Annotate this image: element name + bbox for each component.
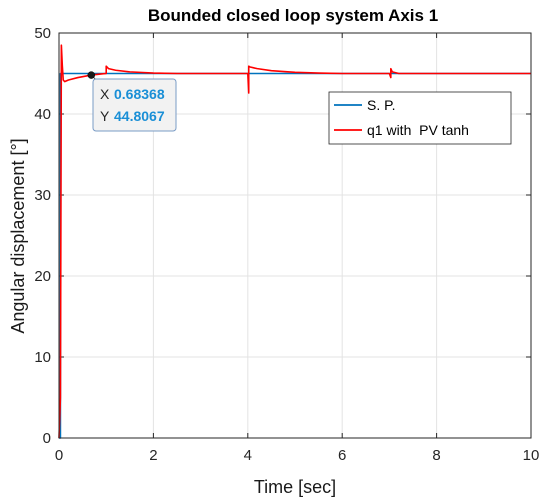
legend-box [328,91,512,145]
datatip-box [92,78,177,132]
y-axis-label: Angular displacement [°] [8,138,28,333]
y-tick-label: 10 [34,349,51,366]
x-tick-label: 4 [244,447,252,464]
datatip-x-label: X [100,86,110,102]
datatip[interactable]: X 0.68368 Y 44.8067 [87,71,177,132]
x-tick-label: 10 [523,447,540,464]
datatip-marker [87,71,96,79]
y-tick-label: 0 [43,430,51,447]
y-tick-label: 40 [34,106,51,123]
legend[interactable]: S. P. q1 with PV tanh [328,91,512,145]
y-tick-label: 50 [34,25,51,42]
y-tick-label: 30 [34,187,51,204]
x-tick-label: 6 [338,447,346,464]
datatip-x-value: 0.68368 [114,86,165,102]
legend-label-q1: q1 with PV tanh [367,122,469,138]
ticks: 0 2 4 6 8 10 0 10 20 30 40 50 [34,25,539,464]
plot-frame [58,32,532,439]
x-axis-label: Time [sec] [254,477,336,497]
y-tick-label: 20 [34,268,51,285]
datatip-y-value: 44.8067 [114,108,165,124]
series-line-q1 [58,44,531,439]
legend-label-sp: S. P. [367,97,396,113]
datatip-y-label: Y [100,108,110,124]
x-tick-label: 0 [55,447,63,464]
x-tick-label: 8 [432,447,440,464]
chart-title: Bounded closed loop system Axis 1 [148,6,438,25]
x-tick-label: 2 [149,447,157,464]
